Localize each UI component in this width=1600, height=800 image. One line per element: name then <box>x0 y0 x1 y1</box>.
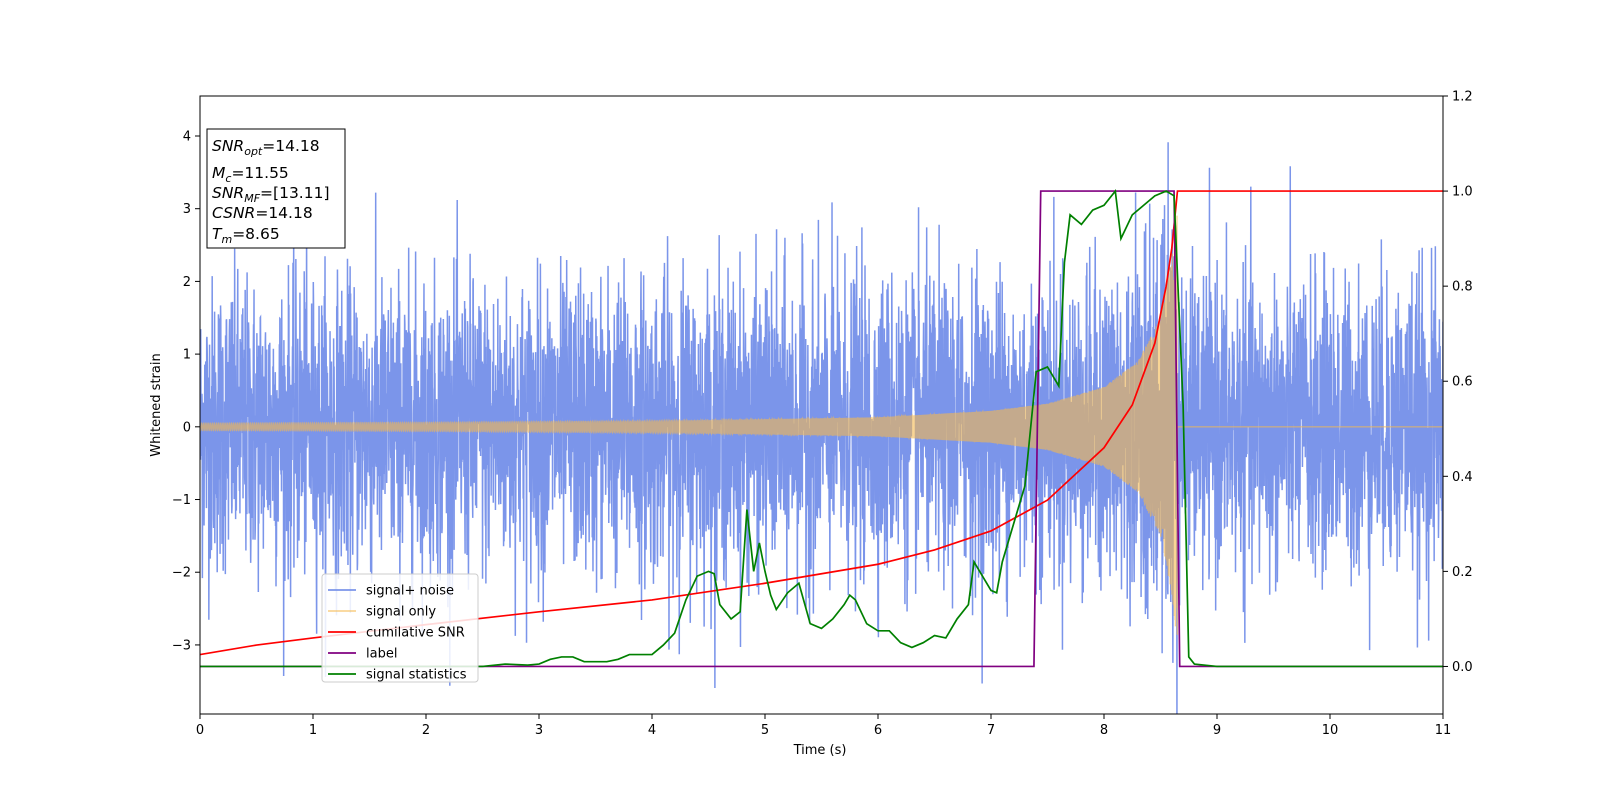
y-axis-right: 0.0 0.2 0.4 0.6 0.8 1.0 1.2 <box>1443 90 1473 675</box>
y-left-tick-label: 1 <box>183 348 191 363</box>
annotation-mc: Mc=11.55 <box>212 164 289 185</box>
y-axis-left: −3 −2 −1 0 1 2 3 4 <box>172 129 200 653</box>
y-left-tick-label: 4 <box>183 129 191 144</box>
annotation-csnr: CSNR=14.18 <box>212 204 313 222</box>
legend-label: signal only <box>366 605 436 620</box>
x-axis: 0 1 2 3 4 5 6 7 8 9 10 11 <box>196 714 1451 738</box>
x-tick-label: 8 <box>1100 723 1108 738</box>
x-tick-label: 10 <box>1322 723 1339 738</box>
y-left-tick-label: 2 <box>183 275 191 290</box>
y-axis-label: Whitened strain <box>149 353 164 456</box>
y-right-tick-label: 1.2 <box>1452 90 1473 105</box>
y-right-tick-label: 1.0 <box>1452 185 1473 200</box>
x-tick-label: 1 <box>309 723 317 738</box>
stats-annotation-box: SNRopt=14.18 Mc=11.55 SNRMF=[13.11] CSNR… <box>206 128 346 249</box>
x-tick-label: 5 <box>761 723 769 738</box>
x-tick-label: 7 <box>987 723 995 738</box>
y-right-tick-label: 0.4 <box>1452 470 1473 485</box>
series-signal-statistics-line <box>200 188 1443 668</box>
legend-label: signal+ noise <box>366 584 454 599</box>
annotation-frame <box>206 128 346 249</box>
legend: signal+ noise signal only cumilative SNR la… <box>321 573 479 683</box>
y-right-tick-label: 0.6 <box>1452 375 1473 390</box>
y-right-tick-label: 0.0 <box>1452 660 1473 675</box>
x-tick-label: 4 <box>648 723 656 738</box>
x-tick-label: 6 <box>874 723 882 738</box>
axes-frame <box>199 95 1444 715</box>
y-left-tick-label: −3 <box>172 638 191 653</box>
annotation-snr-mf: SNRMF=[13.11] <box>212 184 330 205</box>
x-tick-label: 0 <box>196 723 204 738</box>
annotation-snr-opt: SNRopt=14.18 <box>212 137 320 158</box>
x-tick-label: 11 <box>1435 723 1452 738</box>
legend-label: label <box>366 647 397 662</box>
annotation-tm: Tm=8.65 <box>212 225 280 246</box>
x-tick-label: 9 <box>1213 723 1221 738</box>
legend-label: cumilative SNR <box>366 626 465 641</box>
y-left-tick-label: −1 <box>172 493 191 508</box>
legend-label: signal statistics <box>366 668 467 683</box>
series-signal-only-line <box>200 215 1443 635</box>
y-right-tick-label: 0.8 <box>1452 280 1473 295</box>
x-tick-label: 2 <box>422 723 430 738</box>
y-right-tick-label: 0.2 <box>1452 565 1473 580</box>
y-left-tick-label: 3 <box>183 202 191 217</box>
series-signal-noise-line <box>200 142 1443 714</box>
legend-frame <box>321 573 479 683</box>
x-axis-label: Time (s) <box>793 743 847 758</box>
x-tick-label: 3 <box>535 723 543 738</box>
y-left-tick-label: 0 <box>183 420 191 435</box>
y-left-tick-label: −2 <box>172 566 191 581</box>
